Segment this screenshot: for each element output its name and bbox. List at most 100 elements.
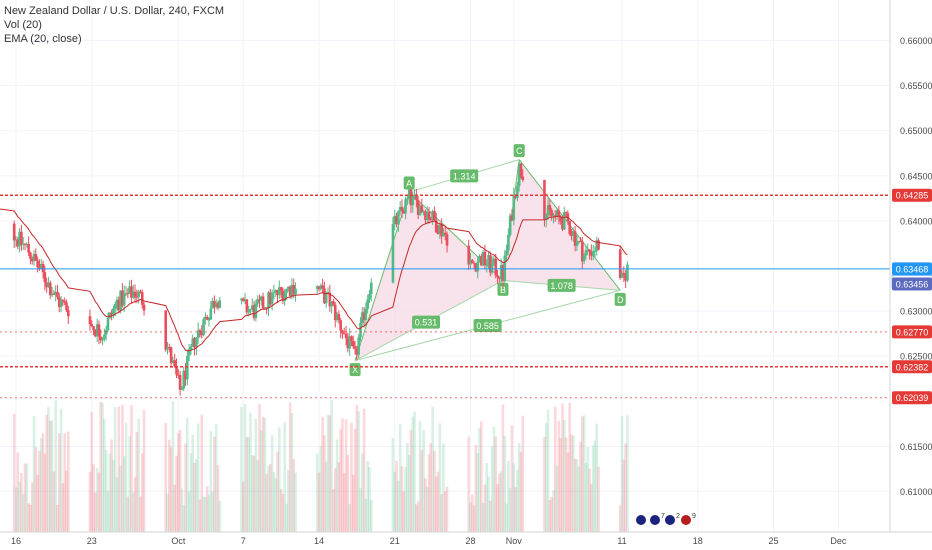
volume-bar: [505, 503, 508, 532]
volume-bar: [342, 473, 346, 532]
candle-body: [56, 291, 59, 298]
candle-body: [546, 205, 550, 216]
x-tick-label: 21: [390, 536, 400, 546]
candle-body: [52, 293, 56, 295]
volume-bar: [101, 402, 104, 532]
price-level-label: 0.64285: [896, 191, 929, 201]
candle-body: [90, 324, 94, 327]
candle-body: [445, 234, 449, 246]
candle-body: [103, 334, 106, 340]
candle-body: [276, 290, 279, 296]
candle-body: [171, 360, 175, 364]
pattern-point-D[interactable]: [614, 292, 626, 306]
x-tick-label: 28: [465, 536, 475, 546]
volume-bar: [274, 478, 278, 532]
volume-bar: [122, 456, 126, 532]
ratio-badge: [473, 319, 502, 333]
y-tick-label: 0.65000: [900, 126, 932, 136]
candle-body: [106, 317, 110, 330]
candle-body: [119, 290, 122, 311]
volume-bar: [503, 436, 507, 532]
volume-bar: [173, 484, 177, 532]
volume-bar: [442, 443, 445, 532]
volume-bar: [510, 425, 514, 532]
candle-body: [214, 303, 218, 308]
volume-bar: [265, 474, 268, 532]
volume-bar: [346, 454, 350, 532]
candle-body: [581, 241, 584, 262]
volume-bar: [14, 487, 18, 532]
candle-body: [287, 286, 290, 289]
candle-body: [169, 347, 173, 364]
candle-body: [357, 337, 360, 355]
volume-bar: [620, 416, 624, 532]
volume-bar: [139, 496, 142, 532]
candle-body: [427, 211, 431, 220]
candle-body: [189, 346, 193, 350]
nz-flag-icon[interactable]: [635, 514, 647, 526]
candle-body: [191, 338, 195, 347]
volume-bar: [249, 412, 252, 532]
volume-bar: [360, 453, 364, 532]
volume-bar: [553, 406, 557, 532]
candle-body: [128, 286, 131, 294]
candle-body: [259, 296, 263, 301]
candle-body: [481, 251, 485, 266]
volume-bar: [330, 400, 333, 532]
volume-bar: [489, 500, 492, 532]
candle-body: [256, 299, 259, 304]
candle-body: [552, 215, 555, 217]
volume-bar: [434, 476, 438, 532]
ratio-badge: [412, 315, 441, 329]
candle-body: [330, 301, 333, 307]
candle-body: [577, 241, 581, 243]
pattern-leg-XA: [354, 191, 410, 361]
volume-bar: [195, 459, 198, 532]
symbol-title[interactable]: New Zealand Dollar / U.S. Dollar, 240, F…: [4, 5, 225, 17]
multi-flag-event-icon[interactable]: [649, 514, 661, 526]
pattern-point-label: D: [617, 295, 624, 305]
ema-indicator-label[interactable]: EMA (20, close): [4, 33, 82, 45]
volume-indicator-label[interactable]: Vol (20): [4, 19, 42, 31]
candle-body: [218, 300, 222, 308]
candle-body: [555, 210, 559, 217]
volume-bar: [427, 454, 431, 532]
nz-flag-icon-2[interactable]: [664, 514, 676, 526]
volume-bar: [543, 436, 546, 532]
volume-bar: [357, 411, 360, 532]
volume-bar: [333, 468, 337, 532]
candle-body: [30, 258, 34, 262]
volume-bar: [245, 437, 249, 532]
candle-body: [112, 308, 115, 315]
pattern-point-A[interactable]: [403, 176, 415, 190]
volume-bar: [492, 426, 496, 532]
volume-bar: [315, 453, 319, 532]
volume-bar: [353, 429, 357, 532]
volume-bar: [579, 441, 582, 532]
candle-body: [370, 282, 373, 294]
candle-body: [332, 301, 335, 305]
candle-body: [61, 299, 65, 302]
candle-body: [400, 207, 404, 211]
volume-bar: [36, 474, 39, 532]
candle-body: [173, 360, 177, 367]
price-level-badge: [892, 188, 932, 202]
volume-bar: [178, 429, 182, 532]
candle-body: [573, 231, 577, 246]
volume-bar: [184, 443, 187, 532]
volume-bar: [90, 411, 94, 532]
candle-body: [424, 211, 427, 220]
volume-bar: [283, 422, 287, 532]
pattern-point-C[interactable]: [513, 144, 525, 158]
last-close-badge: [892, 277, 932, 291]
volume-bar: [180, 488, 184, 532]
volume-bar: [562, 419, 566, 532]
candle-body: [351, 340, 355, 347]
volume-bar: [593, 440, 597, 532]
candle-body: [440, 224, 443, 237]
volume-bar: [92, 464, 95, 532]
pattern-point-B[interactable]: [497, 282, 509, 296]
x-tick-label: Nov: [506, 536, 523, 546]
us-flag-icon[interactable]: [680, 514, 692, 526]
